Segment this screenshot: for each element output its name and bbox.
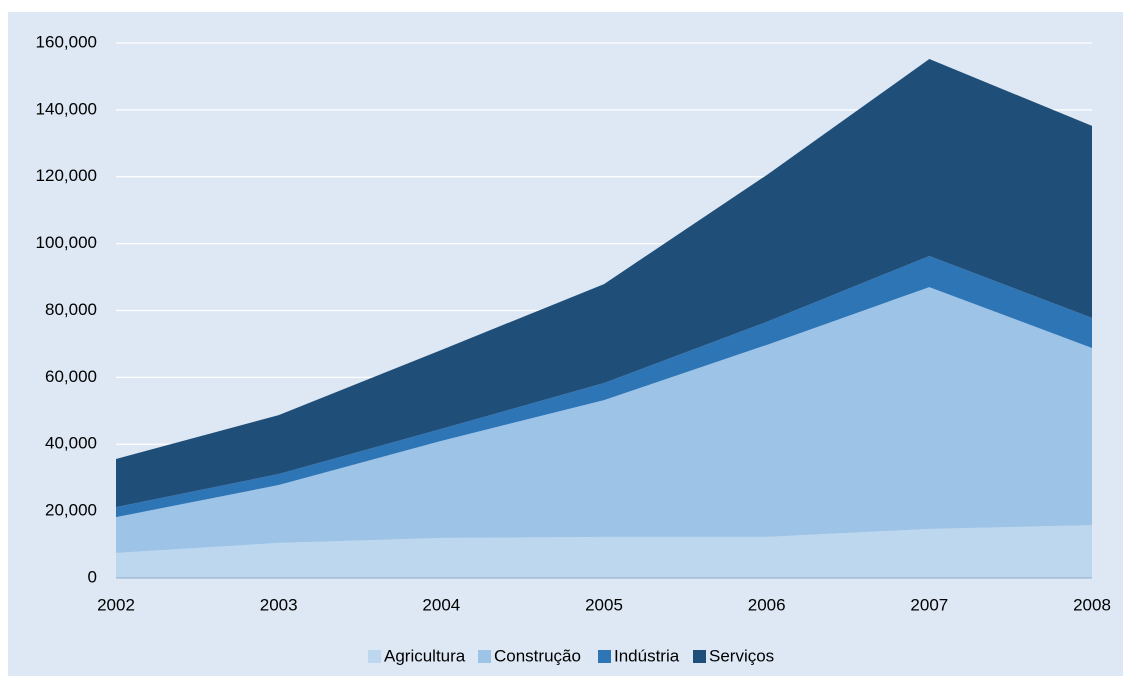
legend-swatch	[368, 650, 381, 663]
legend-swatch	[598, 650, 611, 663]
y-tick-label: 100,000	[36, 233, 97, 252]
legend-label: Serviços	[709, 646, 774, 665]
legend-label: Construção	[494, 646, 581, 665]
y-tick-label: 40,000	[45, 434, 97, 453]
y-tick-label: 120,000	[36, 166, 97, 185]
y-tick-label: 160,000	[36, 32, 97, 51]
area	[116, 255, 1092, 518]
x-tick-label: 2008	[1073, 595, 1111, 614]
y-tick-label: 20,000	[45, 501, 97, 520]
legend-swatch	[693, 650, 706, 663]
x-tick-label: 2003	[260, 595, 298, 614]
legend-swatch	[478, 650, 491, 663]
y-tick-label: 60,000	[45, 367, 97, 386]
x-tick-label: 2006	[748, 595, 786, 614]
area	[116, 525, 1092, 578]
legend-label: Agricultura	[384, 646, 466, 665]
x-tick-label: 2007	[910, 595, 948, 614]
area	[116, 59, 1092, 508]
x-tick-label: 2005	[585, 595, 623, 614]
legend-label: Indústria	[614, 646, 680, 665]
y-tick-label: 80,000	[45, 300, 97, 319]
area	[116, 287, 1092, 553]
x-tick-label: 2002	[97, 595, 135, 614]
y-tick-label: 0	[88, 567, 97, 586]
x-tick-label: 2004	[422, 595, 460, 614]
y-tick-label: 140,000	[36, 99, 97, 118]
